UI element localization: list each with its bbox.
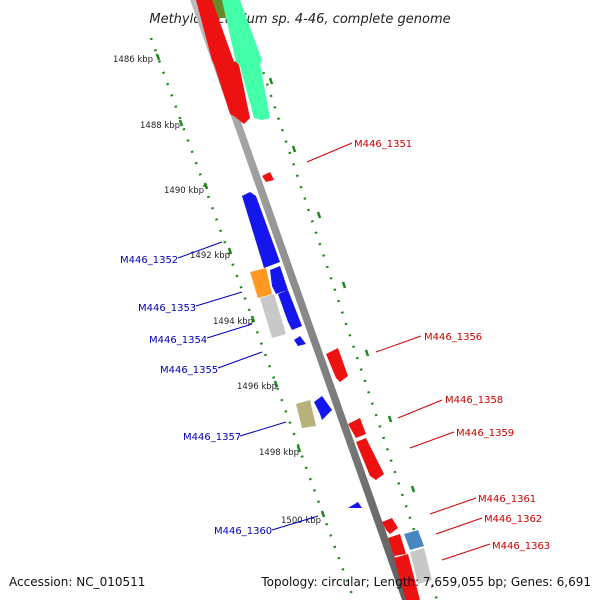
- gene-label-M446-1363[interactable]: M446_1363: [492, 541, 550, 552]
- label-lines: [177, 142, 491, 561]
- gene-M446-1361: [382, 518, 398, 534]
- gene-M446-1357: [296, 400, 316, 428]
- gene-red-top: [196, 0, 250, 124]
- gene-label-M446-1360[interactable]: M446_1360: [214, 526, 272, 537]
- genome-backbone: [190, 0, 410, 600]
- gene-blue-mid: [314, 396, 332, 420]
- ruler-label-1488: 1488 kbp: [140, 121, 180, 131]
- gene-M446-1360: [348, 502, 362, 508]
- genome-summary-text: Topology: circular; Length: 7,659,055 bp…: [260, 575, 591, 589]
- gene-blue-small-b: [278, 290, 302, 330]
- ruler-track-right: [250, 37, 439, 600]
- accession-text: Accession: NC_010511: [9, 575, 145, 589]
- ruler-label-1496: 1496 kbp: [237, 382, 277, 392]
- gene-label-M446-1353[interactable]: M446_1353: [138, 303, 196, 314]
- gene-label-M446-1362[interactable]: M446_1362: [484, 514, 542, 525]
- gene-label-M446-1355[interactable]: M446_1355: [160, 365, 218, 376]
- gene-label-M446-1358[interactable]: M446_1358: [445, 395, 503, 406]
- gene-label-M446-1351[interactable]: M446_1351: [354, 139, 412, 150]
- gene-label-M446-1361[interactable]: M446_1361: [478, 494, 536, 505]
- gene-label-M446-1357[interactable]: M446_1357: [183, 432, 241, 443]
- ruler-label-1498: 1498 kbp: [259, 448, 299, 458]
- gene-blue-small-a: [270, 266, 288, 294]
- gene-M446-1358: [348, 418, 366, 438]
- gene-M446-1353: [250, 268, 272, 298]
- gene-red-bottom-b: [394, 554, 420, 600]
- map-title: Methylobacterium sp. 4-46, complete geno…: [149, 12, 450, 27]
- gene-M446-1363: [410, 548, 432, 584]
- ruler-ticks: [155, 53, 416, 518]
- gene-M446-1362: [404, 530, 424, 550]
- ruler-label-1486: 1486 kbp: [113, 55, 153, 65]
- gene-red-bottom-a: [388, 534, 406, 556]
- gene-M446-1354: [260, 294, 286, 338]
- ruler-label-1492: 1492 kbp: [190, 251, 230, 261]
- gene-M446-1356: [326, 348, 348, 382]
- gene-M446-1355: [294, 336, 306, 346]
- gene-label-M446-1354[interactable]: M446_1354: [149, 335, 207, 346]
- gene-M446-1351: [262, 172, 274, 182]
- gene-label-M446-1356[interactable]: M446_1356: [424, 332, 482, 343]
- gene-features: [196, 0, 432, 600]
- gene-label-M446-1359[interactable]: M446_1359: [456, 428, 514, 439]
- gene-green-top: [222, 0, 270, 120]
- ruler-label-1494: 1494 kbp: [213, 317, 253, 327]
- gene-label-M446-1352[interactable]: M446_1352: [120, 255, 178, 266]
- ruler-label-1490: 1490 kbp: [164, 186, 204, 196]
- gene-M446-1352: [242, 192, 280, 268]
- gene-M446-1359: [356, 438, 384, 480]
